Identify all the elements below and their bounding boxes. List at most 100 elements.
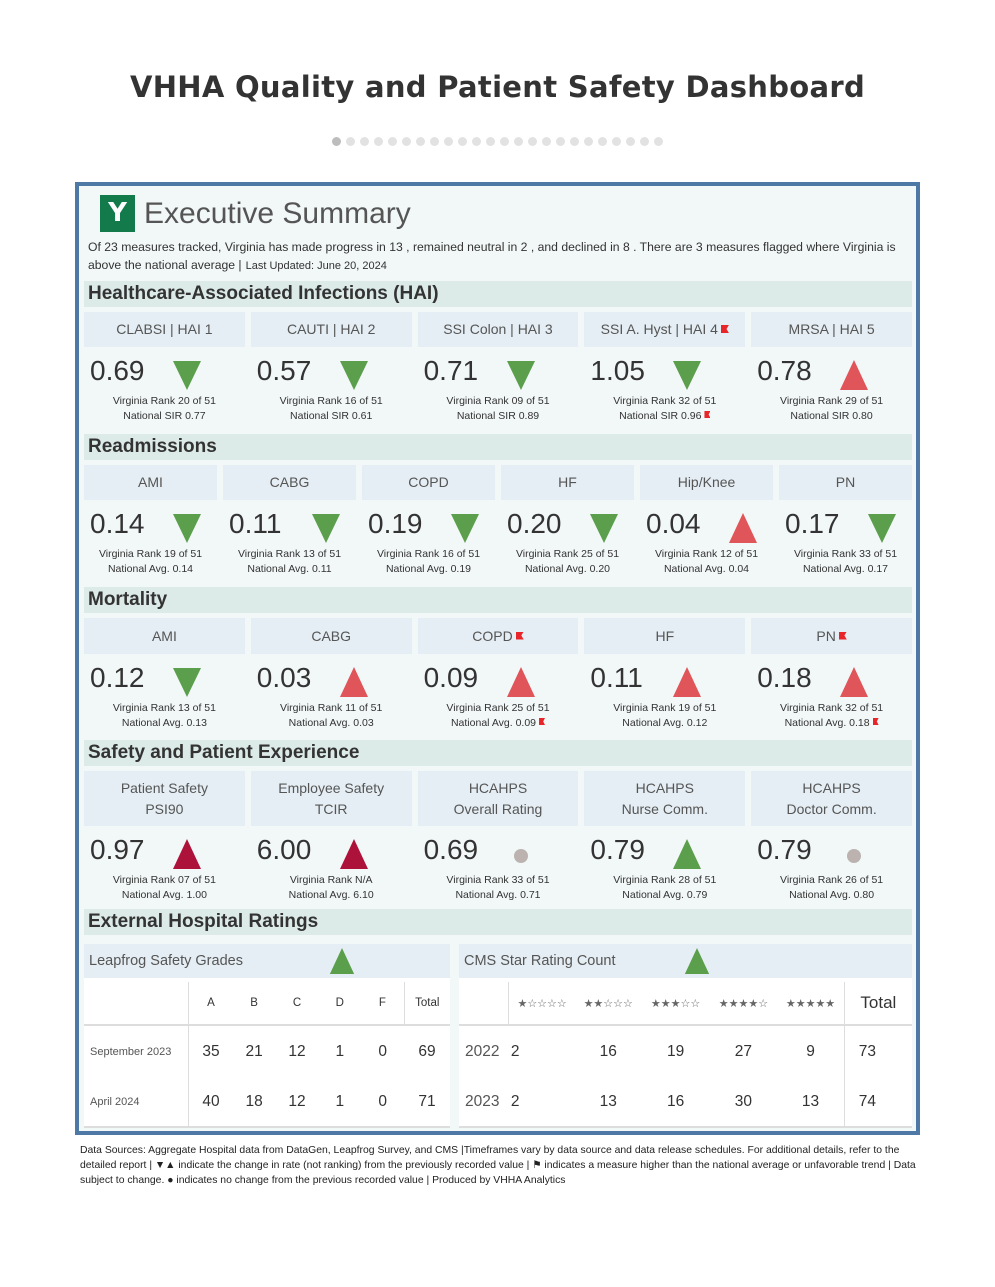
- card-label: CABG: [311, 627, 352, 644]
- metric-card[interactable]: HCAHPS Nurse Comm. 0.79 Virginia Rank 28 of…: [584, 771, 746, 901]
- metric-card[interactable]: HCAHPS Overall Rating 0.69 Virginia Rank 33…: [417, 771, 579, 901]
- page-dot[interactable]: [584, 137, 593, 146]
- section-cards: AMI 0.12 Virginia Rank 13 of 51 National Av…: [84, 618, 912, 729]
- metric-card[interactable]: HCAHPS Doctor Comm. 0.79 Virginia Rank 26 o…: [751, 771, 912, 901]
- cms-cell: 74: [843, 1077, 912, 1127]
- page-dot[interactable]: [374, 137, 383, 146]
- page-dot[interactable]: [388, 137, 397, 146]
- leapfrog-column-header: B: [250, 997, 258, 1009]
- card-label: Patient Safety: [120, 779, 208, 796]
- card-label: MRSA | HAI 5: [788, 321, 875, 337]
- virginia-rank: Virginia Rank 33 of 51: [793, 548, 898, 560]
- page-dot[interactable]: [360, 137, 369, 146]
- metric-card[interactable]: Hip/Knee 0.04 Virginia Rank 12 of 51 Nation…: [640, 465, 773, 575]
- card-title: CLABSI | HAI 1: [84, 312, 245, 347]
- page-dot[interactable]: [528, 137, 537, 146]
- card-title: HF: [584, 618, 746, 654]
- section-header: Safety and Patient Experience: [84, 740, 912, 766]
- national-text: National SIR 0.61: [290, 410, 373, 422]
- national-text: National Avg. 0.17: [802, 563, 889, 575]
- page-dot[interactable]: [402, 137, 411, 146]
- page-dot[interactable]: [654, 137, 663, 146]
- metric-card[interactable]: Employee Safety TCIR 6.00 Virginia Rank N/A…: [250, 771, 412, 901]
- card-title-lines: Employee Safety: [278, 778, 384, 799]
- metric-card[interactable]: COPD 0.09 Virginia Rank 25 of 51 National A…: [417, 618, 579, 729]
- leapfrog-cell: 18: [245, 1092, 263, 1110]
- card-label: HF: [655, 627, 675, 644]
- metric-card[interactable]: MRSA | HAI 5 0.78 Virginia Rank 29 of 51 Na…: [751, 312, 912, 422]
- section-header: Readmissions: [84, 434, 912, 460]
- no-change-dot-icon: [847, 849, 862, 863]
- metric-value: 0.04: [646, 508, 701, 539]
- page-dot[interactable]: [416, 137, 425, 146]
- national-value: National SIR 0.61: [251, 410, 412, 422]
- page-dot[interactable]: [500, 137, 509, 146]
- page-dot[interactable]: [612, 137, 621, 146]
- card-label: AMI: [138, 474, 163, 490]
- card-label: CABG: [269, 474, 310, 490]
- card-label: SSI Colon | HAI 3: [443, 321, 553, 337]
- page-dot[interactable]: [570, 137, 579, 146]
- executive-summary-heading: Executive Summary: [144, 197, 411, 230]
- metric-card[interactable]: HF 0.11 Virginia Rank 19 of 51 National Avg…: [584, 618, 746, 729]
- flag-icon: [539, 718, 546, 725]
- national-value: National Avg. 0.71: [418, 889, 579, 901]
- metric-card[interactable]: CABG 0.03 Virginia Rank 11 of 51 National A…: [250, 618, 412, 729]
- pagination-dots[interactable]: [0, 137, 995, 146]
- metric-card[interactable]: COPD 0.19 Virginia Rank 16 of 51 National A…: [362, 465, 495, 575]
- card-sublabel: Doctor Comm.: [786, 800, 877, 817]
- page-dot[interactable]: [556, 137, 565, 146]
- metric-card[interactable]: Patient Safety PSI90 0.97 Virginia Rank 07 …: [84, 771, 245, 901]
- page-dot[interactable]: [598, 137, 607, 146]
- metric-value: 0.11: [229, 508, 282, 539]
- metric-card[interactable]: CLABSI | HAI 1 0.69 Virginia Rank 20 of 51…: [84, 312, 245, 422]
- card-title: COPD: [362, 465, 495, 500]
- metric-card[interactable]: SSI A. Hyst | HAI 4 1.05 Virginia Rank 32 …: [584, 312, 746, 422]
- page-dot[interactable]: [640, 137, 649, 146]
- metric-card[interactable]: SSI Colon | HAI 3 0.71 Virginia Rank 09 of…: [417, 312, 579, 422]
- metric-card[interactable]: AMI 0.14 Virginia Rank 19 of 51 National Av…: [84, 465, 217, 575]
- leapfrog-cell: 12: [288, 1042, 306, 1060]
- metric-card[interactable]: CABG 0.11 Virginia Rank 13 of 51 National A…: [223, 465, 356, 575]
- virginia-rank: Virginia Rank 28 of 51: [613, 874, 717, 886]
- metric-card[interactable]: CAUTI | HAI 2 0.57 Virginia Rank 16 of 51 N…: [250, 312, 412, 422]
- metric-card[interactable]: PN 0.18 Virginia Rank 32 of 51 National Avg…: [751, 618, 912, 729]
- card-label: PN: [835, 474, 856, 490]
- down-triangle-icon: [173, 361, 201, 390]
- cms-row-label: 2023: [465, 1092, 500, 1110]
- card-title: AMI: [84, 618, 245, 654]
- page-dot[interactable]: [430, 137, 439, 146]
- national-value: National Avg. 0.09: [418, 717, 579, 729]
- page-dot[interactable]: [346, 137, 355, 146]
- page-dot[interactable]: [444, 137, 453, 146]
- up-triangle-icon: [684, 948, 710, 974]
- page-dot[interactable]: [542, 137, 551, 146]
- national-value: National Avg. 0.12: [584, 717, 745, 729]
- page-dot[interactable]: [514, 137, 523, 146]
- page-dot[interactable]: [626, 137, 635, 146]
- cms-title-text: CMS Star Rating Count: [464, 953, 616, 969]
- leapfrog-cell: 1: [335, 1042, 345, 1060]
- cms-corner: [459, 982, 510, 1025]
- section-cards: CLABSI | HAI 1 0.69 Virginia Rank 20 of 51…: [84, 312, 912, 422]
- page-dot[interactable]: [332, 137, 341, 146]
- leapfrog-cell: 0: [378, 1092, 387, 1110]
- metric-card[interactable]: AMI 0.12 Virginia Rank 13 of 51 National Av…: [84, 618, 245, 729]
- page-dot[interactable]: [472, 137, 481, 146]
- leapfrog-column-header: F: [378, 997, 386, 1009]
- virginia-rank: Virginia Rank 25 of 51: [515, 548, 620, 560]
- leapfrog-table: A B C D F Total September 2023 35 21 12 1 0 69 April …: [84, 982, 450, 1128]
- metric-card[interactable]: PN 0.17 Virginia Rank 33 of 51 National Avg…: [779, 465, 912, 575]
- page-dot[interactable]: [458, 137, 467, 146]
- page-dot[interactable]: [486, 137, 495, 146]
- card-title: HCAHPS Overall Rating: [417, 771, 579, 826]
- card-title: SSI A. Hyst | HAI 4: [584, 312, 746, 347]
- national-text: National Avg. 1.00: [121, 889, 207, 901]
- cms-cell: 13: [801, 1092, 820, 1110]
- virginia-rank: Virginia Rank 32 of 51: [613, 395, 717, 407]
- leapfrog-title: Leapfrog Safety Grades: [84, 944, 450, 978]
- cms-cell: 2: [510, 1042, 520, 1060]
- metric-card[interactable]: HF 0.20 Virginia Rank 25 of 51 National Avg…: [501, 465, 634, 575]
- cms-cell: 27: [734, 1042, 753, 1060]
- national-text: National Avg. 0.14: [107, 563, 194, 575]
